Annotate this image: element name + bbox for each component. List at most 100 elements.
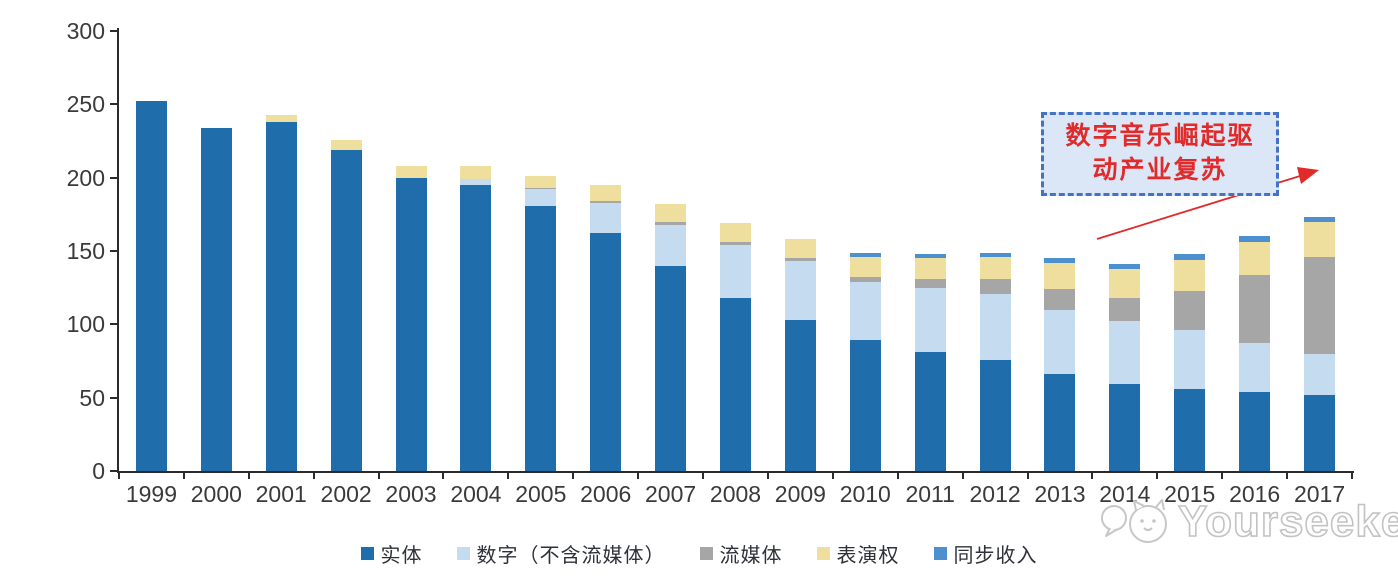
x-label-2009: 2009	[774, 481, 826, 507]
y-tick-mark	[110, 176, 117, 179]
bar-segment-实体	[525, 205, 557, 471]
stacked-bar-2013	[1044, 258, 1076, 471]
stacked-bar-2000	[200, 127, 232, 471]
y-tick-mark	[110, 250, 117, 252]
bar-segment-实体	[330, 149, 362, 471]
annotation-text-line1: 数字音乐崛起驱	[1065, 123, 1255, 151]
bar-segment-实体	[1044, 374, 1076, 471]
bar-segment-数字（不含流媒体）	[1174, 330, 1206, 389]
bar-segment-表演权	[1239, 242, 1271, 275]
x-label-2004: 2004	[450, 481, 502, 507]
bar-segment-同步收入	[1239, 236, 1271, 243]
legend: 实体 数字（不含流媒体） 流媒体 表演权 同步收入	[0, 539, 1398, 568]
legend-swatch-icon	[456, 547, 470, 560]
bar-segment-实体	[784, 319, 816, 471]
bar-segment-表演权	[460, 165, 492, 180]
bar-segment-表演权	[655, 204, 687, 222]
x-tick-mark	[1351, 473, 1353, 479]
bar-segment-数字（不含流媒体）	[1109, 321, 1141, 385]
bar-segment-流媒体	[1044, 289, 1076, 310]
legend-label: 同步收入	[953, 545, 1038, 567]
bar-segment-实体	[1109, 384, 1141, 471]
bar-segment-数字（不含流媒体）	[914, 287, 946, 353]
x-label-2008: 2008	[709, 481, 762, 507]
legend-item: 数字（不含流媒体）	[456, 539, 666, 568]
bar-segment-实体	[720, 297, 751, 471]
y-tick-mark	[110, 396, 117, 399]
legend-label: 表演权	[836, 545, 900, 567]
bar-segment-同步收入	[1304, 217, 1336, 222]
x-axis-line	[117, 471, 1354, 473]
bar-segment-表演权	[265, 114, 297, 122]
y-tick-mark	[110, 30, 117, 32]
x-label-2007: 2007	[645, 481, 697, 507]
y-tick-label: 250	[66, 91, 105, 118]
x-tick-mark	[1221, 473, 1224, 479]
x-label-2002: 2002	[320, 481, 372, 507]
bar-segment-数字（不含流媒体）	[1044, 309, 1076, 375]
x-label-2000: 2000	[190, 481, 242, 507]
bar-segment-表演权	[979, 256, 1011, 279]
x-tick-mark	[312, 473, 315, 479]
y-tick-mark	[110, 323, 117, 326]
x-tick-mark	[247, 473, 250, 479]
bar-segment-表演权	[720, 223, 751, 243]
stacked-bar-2001	[265, 114, 297, 471]
y-tick-label: 0	[92, 458, 105, 484]
stacked-bar-2015	[1174, 253, 1206, 471]
legend-swatch-icon	[360, 547, 374, 560]
x-label-2001: 2001	[255, 481, 307, 507]
x-tick-mark	[507, 473, 510, 479]
bar-segment-实体	[590, 233, 622, 471]
legend-label: 数字（不含流媒体）	[476, 545, 666, 567]
legend-label: 流媒体	[719, 545, 783, 567]
y-tick-label: 50	[79, 384, 105, 411]
bar-segment-数字（不含流媒体）	[720, 245, 751, 298]
legend-swatch-icon	[933, 547, 947, 560]
bar-segment-数字（不含流媒体）	[1304, 353, 1336, 395]
bar-segment-流媒体	[1304, 256, 1336, 354]
bar-segment-实体	[460, 185, 492, 471]
bar-segment-实体	[200, 127, 232, 471]
bar-segment-实体	[1174, 388, 1206, 471]
x-label-2006: 2006	[580, 481, 632, 507]
legend-item: 流媒体	[699, 539, 783, 568]
x-label-1999: 1999	[125, 481, 178, 507]
legend-swatch-icon	[816, 547, 830, 560]
stacked-bar-2004	[460, 165, 492, 471]
legend-label: 实体	[380, 545, 423, 567]
x-tick-mark	[766, 473, 769, 479]
y-tick-label: 100	[66, 311, 105, 338]
cat-chat-logo-icon	[1101, 499, 1167, 543]
bar-segment-同步收入	[979, 252, 1011, 257]
x-tick-mark	[1286, 473, 1289, 479]
y-tick-label: 300	[66, 18, 105, 44]
annotation-callout: 数字音乐崛起驱 动产业复苏	[1041, 112, 1279, 196]
y-tick-mark	[110, 103, 117, 106]
x-label-2010: 2010	[839, 481, 891, 507]
x-tick-mark	[702, 473, 705, 479]
bar-segment-表演权	[590, 185, 622, 202]
bar-segment-流媒体	[525, 187, 557, 190]
bar-segment-实体	[849, 340, 881, 471]
bar-segment-流媒体	[914, 278, 946, 288]
x-tick-mark	[572, 473, 575, 479]
watermark: Yourseeker	[1096, 494, 1398, 550]
stacked-bar-2012	[979, 252, 1011, 471]
x-label-2003: 2003	[385, 481, 437, 507]
bar-segment-表演权	[784, 239, 816, 259]
bar-segment-实体	[1239, 391, 1271, 471]
y-tick-label: 150	[66, 238, 105, 264]
bar-segment-流媒体	[979, 278, 1011, 294]
x-tick-mark	[377, 473, 380, 479]
x-tick-mark	[1026, 473, 1029, 479]
bar-segment-表演权	[914, 258, 946, 279]
y-axis-line	[117, 28, 119, 473]
x-tick-mark	[637, 473, 640, 479]
bar-segment-数字（不含流媒体）	[460, 179, 492, 185]
bar-segment-数字（不含流媒体）	[979, 293, 1011, 360]
x-tick-mark	[118, 473, 120, 479]
legend-item: 表演权	[816, 539, 900, 568]
bar-segment-数字（不含流媒体）	[655, 224, 687, 266]
bar-segment-表演权	[395, 165, 427, 178]
